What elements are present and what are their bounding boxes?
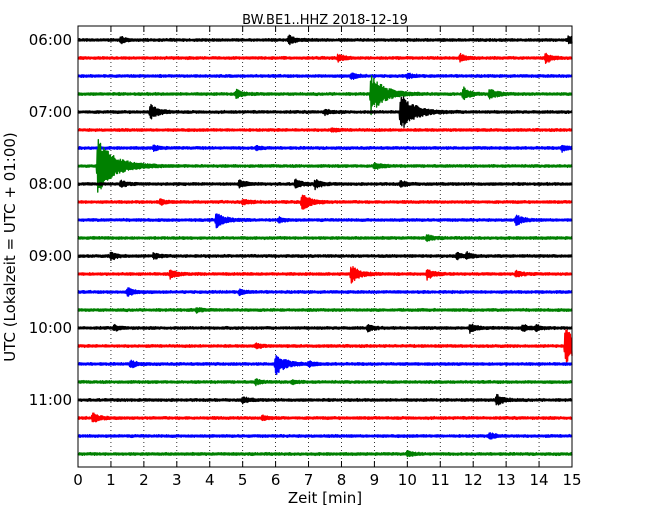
x-axis-label: Zeit [min] — [288, 489, 362, 507]
x-tick-label: 0 — [73, 471, 83, 489]
trace-0800 — [77, 178, 573, 191]
y-tick-label: 06:00 — [29, 31, 72, 49]
trace-1015 — [77, 329, 573, 363]
trace-0930 — [77, 287, 573, 297]
y-tick-label: 07:00 — [29, 103, 72, 121]
y-tick-label: 11:00 — [29, 391, 72, 409]
trace-0915 — [77, 265, 573, 284]
y-tick-label: 08:00 — [29, 175, 72, 193]
x-tick-label: 2 — [139, 471, 149, 489]
x-tick-label: 11 — [431, 471, 450, 489]
trace-1145 — [77, 450, 573, 458]
x-tick-label: 15 — [562, 471, 581, 489]
y-axis: 06:00 07:00 08:00 09:00 10:00 11:00 — [29, 31, 572, 409]
trace-0815 — [77, 194, 573, 210]
x-tick-label: 1 — [106, 471, 116, 489]
x-tick-label: 7 — [304, 471, 314, 489]
x-tick-label: 14 — [530, 471, 549, 489]
x-gridlines — [110, 26, 540, 467]
trace-0715 — [77, 127, 573, 133]
trace-1100 — [77, 393, 573, 406]
x-tick-label: 6 — [271, 471, 281, 489]
y-axis-label: UTC (Lokalzeit = UTC + 01:00) — [1, 132, 19, 362]
trace-1000 — [77, 323, 573, 334]
trace-0630 — [77, 72, 573, 80]
x-tick-label: 9 — [370, 471, 380, 489]
trace-0830 — [77, 213, 573, 229]
x-axis: 0 1 2 3 4 5 6 7 8 9 10 11 12 13 14 15 — [73, 26, 582, 489]
trace-0730 — [77, 144, 573, 153]
plot-frame — [77, 25, 573, 468]
trace-0645 — [77, 75, 573, 116]
x-tick-label: 5 — [238, 471, 248, 489]
y-tick-label: 10:00 — [29, 319, 72, 337]
trace-0745 — [77, 139, 573, 193]
trace-0700 — [77, 96, 573, 128]
trace-0945 — [77, 307, 573, 314]
y-tick-label: 09:00 — [29, 247, 72, 265]
trace-1030 — [77, 355, 573, 376]
x-tick-label: 13 — [497, 471, 516, 489]
trace-0600 — [77, 34, 573, 46]
trace-0900 — [77, 251, 573, 262]
x-tick-label: 12 — [464, 471, 483, 489]
trace-1115 — [77, 412, 573, 423]
x-tick-label: 10 — [398, 471, 417, 489]
trace-1045 — [77, 378, 573, 387]
x-tick-label: 4 — [205, 471, 215, 489]
trace-1130 — [77, 432, 573, 440]
seismic-traces — [77, 34, 573, 458]
chart-title: BW.BE1..HHZ 2018-12-19 — [242, 13, 408, 28]
x-tick-label: 8 — [337, 471, 347, 489]
trace-0615 — [77, 52, 573, 65]
x-tick-label: 3 — [172, 471, 182, 489]
trace-0845 — [77, 234, 573, 243]
